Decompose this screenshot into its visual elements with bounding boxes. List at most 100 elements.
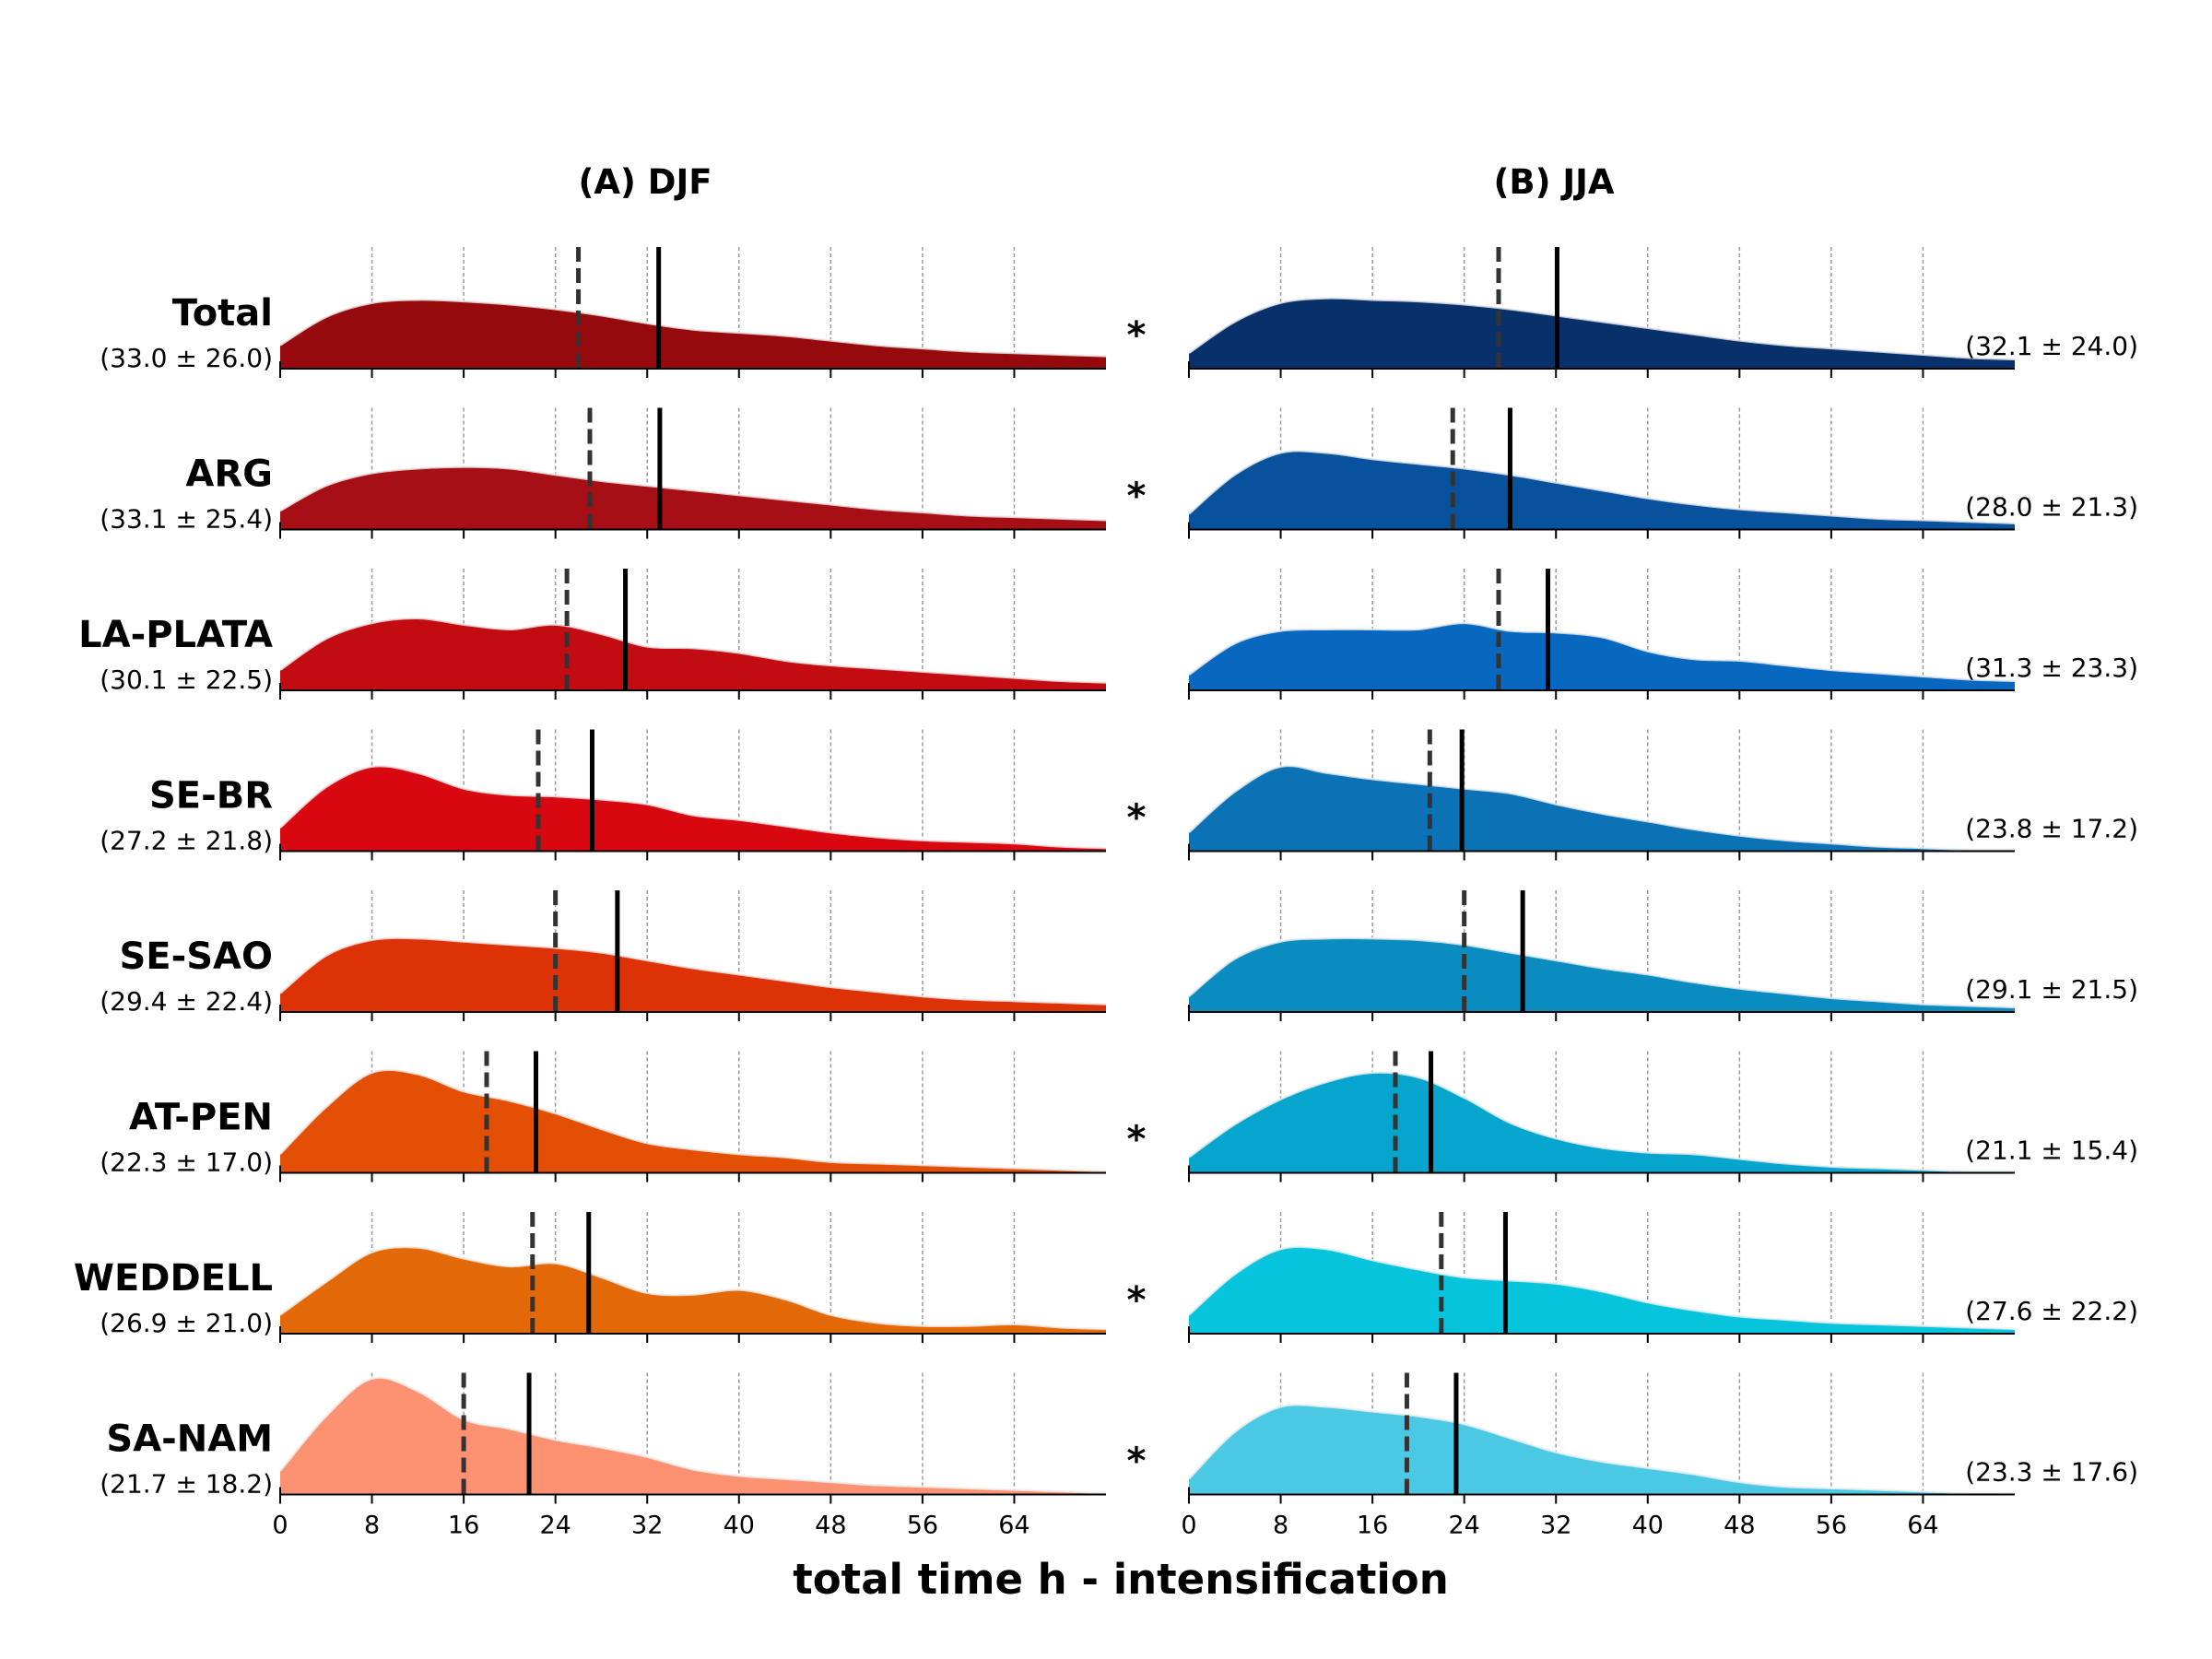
x-tick-label: 56 xyxy=(907,1512,938,1540)
density-area xyxy=(1189,937,2015,1012)
x-tick-label: 40 xyxy=(1632,1512,1664,1540)
ridge-weddell xyxy=(279,1212,1107,1343)
density-area xyxy=(280,1377,1106,1495)
stats-label: (32.1 ± 24.0) xyxy=(1965,331,2138,361)
stats-label: (26.9 ± 21.0) xyxy=(100,1308,273,1338)
significance-marker: * xyxy=(1127,314,1147,357)
density-area xyxy=(280,618,1106,690)
ridge-se-br xyxy=(279,729,1107,861)
stats-label: (29.4 ± 22.4) xyxy=(100,986,273,1017)
x-tick-label: 0 xyxy=(1181,1512,1196,1540)
panels-layer: (A) DJF (B) JJA xyxy=(279,162,2016,1504)
x-tick-label: 8 xyxy=(364,1512,380,1540)
x-tick-label: 16 xyxy=(1357,1512,1388,1540)
x-tick-label: 64 xyxy=(998,1512,1030,1540)
density-outline xyxy=(1188,764,2016,852)
x-tick-label: 8 xyxy=(1273,1512,1288,1540)
ridge-se-sao xyxy=(279,890,1107,1021)
stats-label: (22.3 ± 17.0) xyxy=(100,1147,273,1178)
ridge-sa-nam xyxy=(279,1372,1107,1504)
density-area xyxy=(1189,1246,2015,1334)
stats-label: (33.0 ± 26.0) xyxy=(100,343,273,373)
stats-label: (28.0 ± 21.3) xyxy=(1965,492,2138,523)
stats-label: (33.1 ± 25.4) xyxy=(100,504,273,535)
x-tick-label: 48 xyxy=(815,1512,846,1540)
region-label: WEDDELL xyxy=(74,1257,273,1300)
density-area xyxy=(1189,765,2015,852)
density-outline xyxy=(279,764,1107,850)
region-label: SE-SAO xyxy=(119,935,273,978)
x-tick-label: 0 xyxy=(272,1512,288,1540)
density-outline xyxy=(1188,297,2016,361)
density-area xyxy=(1189,622,2015,690)
ridge-at-pen xyxy=(1188,1051,2016,1182)
x-tick-label: 40 xyxy=(724,1512,755,1540)
stats-label: (27.2 ± 21.8) xyxy=(100,826,273,856)
density-area xyxy=(1189,451,2015,530)
region-label: SA-NAM xyxy=(106,1418,273,1461)
x-tick-label: 32 xyxy=(631,1512,663,1540)
panel-b-jja: (B) JJA xyxy=(1188,162,2016,1504)
stats-label: (21.7 ± 18.2) xyxy=(100,1469,273,1500)
ridge-arg xyxy=(1188,407,2016,539)
ridge-sa-nam xyxy=(1188,1372,2016,1504)
stats-label: (21.1 ± 15.4) xyxy=(1965,1135,2138,1166)
stats-label: (27.6 ± 22.2) xyxy=(1965,1296,2138,1326)
density-outline xyxy=(279,1068,1107,1173)
panel-title: (B) JJA xyxy=(1493,162,1614,202)
density-outline xyxy=(1188,449,2016,524)
density-outline xyxy=(279,936,1107,1006)
region-label: SE-BR xyxy=(149,775,273,818)
x-tick-label: 48 xyxy=(1724,1512,1755,1540)
density-area xyxy=(280,1246,1106,1334)
density-outline xyxy=(1188,1245,2016,1331)
stats-label: (29.1 ± 21.5) xyxy=(1965,974,2138,1005)
region-label: ARG xyxy=(185,453,273,496)
ridge-at-pen xyxy=(279,1051,1107,1182)
density-area xyxy=(280,300,1106,369)
significance-marker: * xyxy=(1127,1119,1147,1161)
stats-label: (23.3 ± 17.6) xyxy=(1965,1457,2138,1488)
x-tick-label: 24 xyxy=(539,1512,571,1540)
panel-title: (A) DJF xyxy=(578,162,712,202)
density-area xyxy=(280,766,1106,852)
density-outline xyxy=(279,465,1107,522)
density-area xyxy=(280,1069,1106,1173)
region-label: LA-PLATA xyxy=(78,614,273,656)
x-tick-label: 24 xyxy=(1448,1512,1479,1540)
ridge-la-plata xyxy=(1188,569,2016,700)
density-outline xyxy=(1188,936,2016,1009)
density-outline xyxy=(1188,1071,2016,1173)
significance-marker: * xyxy=(1127,797,1147,840)
ridge-arg xyxy=(279,407,1107,539)
density-area xyxy=(280,466,1106,530)
panel-a-djf: (A) DJF xyxy=(279,162,1107,1504)
density-area xyxy=(280,937,1106,1012)
significance-marker: * xyxy=(1127,1279,1147,1322)
x-tick-label: 64 xyxy=(1907,1512,1938,1540)
ridge-total xyxy=(279,247,1107,378)
significance-marker: * xyxy=(1127,1441,1147,1483)
ridge-total xyxy=(1188,247,2016,378)
x-tick-label: 32 xyxy=(1540,1512,1571,1540)
density-outline xyxy=(279,1376,1107,1495)
density-outline xyxy=(279,617,1107,684)
density-outline xyxy=(1188,1403,2016,1495)
density-area xyxy=(1189,298,2015,369)
ridge-la-plata xyxy=(279,569,1107,700)
ridge-se-sao xyxy=(1188,890,2016,1021)
ridge-weddell xyxy=(1188,1212,2016,1343)
density-outline xyxy=(279,1245,1107,1331)
labels-layer: Total (33.0 ± 26.0) * ARG (33.1 ± 25.4) * LA-P… xyxy=(74,292,2138,1540)
density-outline xyxy=(279,298,1107,358)
density-area xyxy=(1189,1405,2015,1495)
x-tick-label: 16 xyxy=(448,1512,479,1540)
region-label: AT-PEN xyxy=(129,1097,273,1139)
density-outline xyxy=(1188,621,2016,683)
significance-marker: * xyxy=(1127,476,1147,518)
ridge-se-br xyxy=(1188,729,2016,861)
x-tick-label: 56 xyxy=(1816,1512,1847,1540)
region-label: Total xyxy=(172,292,273,335)
stats-label: (23.8 ± 17.2) xyxy=(1965,814,2138,844)
